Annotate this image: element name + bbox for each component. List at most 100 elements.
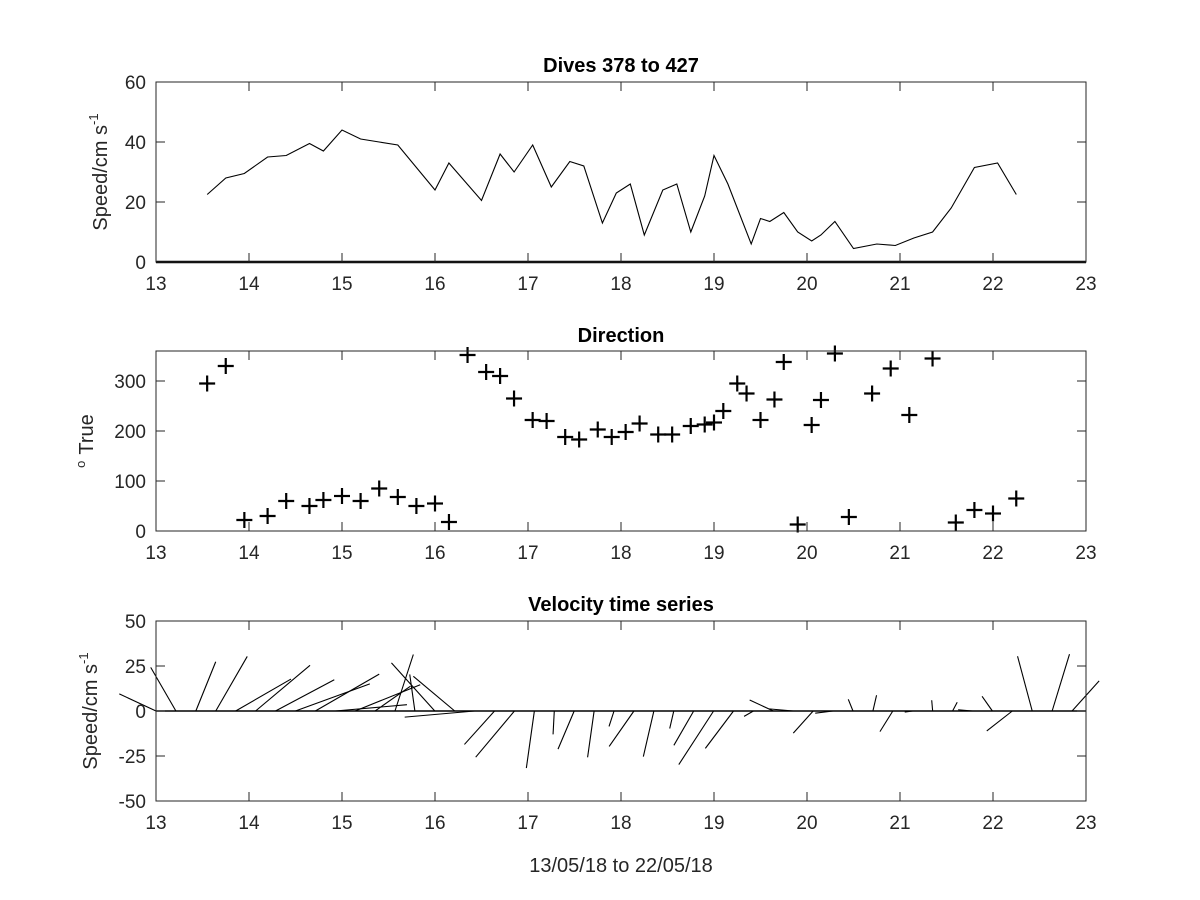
velocity-panel-ylabel: Speed/cm s-1 [76,652,102,769]
velocity-stick [475,710,515,758]
x-tick-label: 13 [145,543,166,564]
velocity-stick [608,710,615,727]
x-tick-label: 23 [1075,813,1096,834]
y-tick-label: 40 [125,133,146,154]
y-tick-label: -25 [119,747,146,768]
direction-marker [803,417,820,433]
velocity-stick [958,709,973,712]
y-tick-label: 300 [114,372,146,393]
direction-marker [557,429,574,445]
velocity-stick [904,710,913,713]
y-tick-label: 100 [114,472,146,493]
direction-marker [650,426,667,443]
x-tick-label: 17 [517,543,538,564]
velocity-stick [255,664,311,712]
x-tick-label: 14 [238,274,260,295]
direction-marker [199,375,216,392]
y-tick-label: 0 [135,702,146,723]
x-tick-label: 21 [889,813,910,834]
velocity-stick [150,667,177,712]
velocity-stick [295,683,371,712]
x-tick-label: 20 [796,813,817,834]
direction-marker [789,516,806,533]
velocity-panel: Velocity time series 13 14 15 16 17 18 19 20 21 2… [76,594,1100,877]
direction-marker [864,385,881,402]
velocity-stick [879,710,894,732]
direction-panel: Direction 13 14 15 16 17 18 19 20 21 22 23 0 100 200… [73,325,1097,564]
velocity-stick [587,710,595,758]
direction-marker [738,385,755,402]
direction-marker [752,412,769,428]
x-tick-label: 13 [145,274,166,295]
velocity-stick [195,661,217,712]
direction-marker [352,493,369,509]
velocity-stick [374,685,411,712]
direction-marker [315,492,332,508]
y-tick-label: -50 [119,792,146,813]
x-tick-label: 14 [238,813,260,834]
x-tick-label: 22 [982,543,1003,564]
direction-marker [301,498,318,514]
direction-marker [715,403,732,419]
direction-marker [538,413,555,429]
x-tick-label: 18 [610,813,631,834]
x-tick-label: 14 [238,543,260,564]
x-tick-label: 21 [889,274,910,295]
direction-marker [901,407,918,423]
direction-panel-ylabel: oTrue [73,414,98,468]
velocity-stick [315,673,380,712]
y-tick-label: 0 [135,253,146,274]
x-tick-label: 19 [703,274,724,295]
velocity-stick [981,695,993,712]
velocity-stick [608,710,635,747]
velocity-stick [704,710,734,749]
direction-marker [924,350,941,367]
direction-marker [882,360,899,377]
velocity-stick [642,710,655,757]
velocity-stick [412,675,456,712]
x-tick-label: 15 [331,543,352,564]
direction-marker [278,493,295,509]
direction-marker [334,488,350,504]
velocity-stick [872,695,878,712]
x-tick-label: 17 [517,274,538,295]
velocity-stick [678,710,715,765]
direction-marker [440,514,457,530]
velocity-stick [557,710,575,750]
x-tick-label: 17 [517,813,538,834]
velocity-stick [931,700,934,712]
velocity-stick [552,710,555,735]
direction-marker [259,508,276,524]
speed-panel: Dives 378 to 427 13 14 15 16 17 18 19 20 21 22 23 … [86,55,1097,295]
direction-marker [617,424,634,440]
direction-marker [729,375,746,392]
velocity-panel-xlabel: 13/05/18 to 22/05/18 [529,855,713,877]
y-tick-label: 200 [114,422,146,443]
y-tick-label: 60 [125,73,146,94]
velocity-stick [847,699,854,712]
velocity-stick [673,710,695,746]
direction-marker [947,514,964,531]
velocity-stick [409,674,416,712]
direction-marker [812,392,829,408]
x-tick-label: 22 [982,274,1003,295]
x-tick-label: 15 [331,813,352,834]
velocity-stick [354,684,421,712]
velocity-stick [215,656,248,712]
direction-marker [217,358,234,374]
direction-marker [1008,490,1025,507]
direction-marker [589,421,606,438]
velocity-stick [119,693,157,712]
speed-line [206,129,1017,250]
x-tick-label: 23 [1075,543,1096,564]
direction-marker [459,347,476,363]
velocity-stick [335,704,408,712]
direction-marker [682,418,699,434]
direction-marker [524,412,541,428]
speed-panel-ylabel: Speed/cm s-1 [86,113,112,230]
velocity-stick [525,710,535,769]
direction-marker [389,489,406,505]
direction-panel-title: Direction [578,325,665,347]
direction-marker [706,414,722,431]
